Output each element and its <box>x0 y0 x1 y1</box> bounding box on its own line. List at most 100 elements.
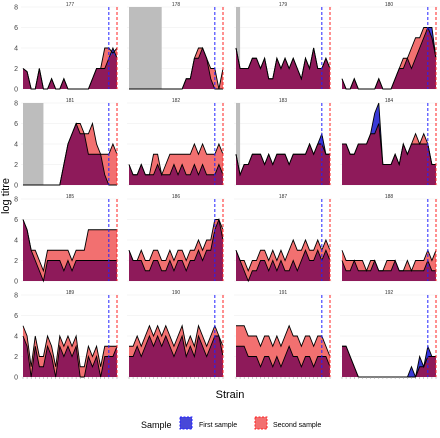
first-sample-line <box>236 345 331 368</box>
y-tick-label: 6 <box>14 217 18 224</box>
y-tick-label: 4 <box>14 334 18 341</box>
legend-label-first: First sample <box>199 422 237 429</box>
first-sample-line <box>23 122 117 186</box>
legend: Sample First sample Second sample <box>141 416 321 430</box>
overlap-area <box>23 336 117 377</box>
panel-grid: 177 0 2 4 6 8 178 179 180 181 0 2 4 6 8 182 183 184 185 0 2 4… <box>14 2 438 382</box>
y-tick-label: 0 <box>14 87 18 94</box>
panel-title: 177 <box>66 2 75 8</box>
y-axis-label: log titre <box>0 178 12 214</box>
second-sample-line <box>22 325 117 368</box>
panel-title: 184 <box>385 98 394 104</box>
panel-192: 192 <box>340 290 438 379</box>
shaded-region <box>129 7 162 89</box>
y-tick-label: 0 <box>14 183 18 190</box>
y-tick-label: 2 <box>14 66 18 73</box>
first-sample-line <box>22 219 117 283</box>
second-sample-line <box>235 238 331 272</box>
panel-title: 180 <box>385 2 394 8</box>
overlap-area <box>342 123 436 185</box>
y-tick-label: 4 <box>14 142 18 149</box>
panel-title: 183 <box>279 98 288 104</box>
first-sample-line <box>22 46 118 90</box>
y-tick-label: 8 <box>14 197 18 204</box>
panel-184: 184 <box>340 98 438 186</box>
y-tick-label: 8 <box>14 5 18 12</box>
first-sample-line <box>129 334 224 359</box>
panel-title: 181 <box>66 98 75 104</box>
y-tick-label: 2 <box>14 354 18 361</box>
panel-title: 187 <box>279 194 288 200</box>
first-sample-line <box>22 335 118 378</box>
second-sample-line <box>236 324 331 357</box>
y-tick-label: 6 <box>14 25 18 32</box>
panel-188: 188 <box>340 194 438 282</box>
panel-186: 186 <box>127 194 225 282</box>
panel-177: 177 0 2 4 6 8 <box>14 2 119 94</box>
first-sample-line <box>341 259 436 272</box>
overlap-area <box>342 27 436 89</box>
panel-title: 188 <box>385 194 394 200</box>
panel-title: 179 <box>279 2 288 8</box>
overlap-area <box>129 164 223 185</box>
panel-title: 190 <box>172 290 181 296</box>
panel-190: 190 <box>127 290 225 379</box>
y-tick-label: 8 <box>14 293 18 300</box>
overlap-area <box>236 144 330 185</box>
panel-189: 189 0 2 4 6 8 <box>14 290 119 382</box>
panel-179: 179 <box>234 2 332 90</box>
overlap-area <box>342 346 436 377</box>
overlap-area <box>129 336 223 377</box>
panel-183: 183 <box>234 98 332 186</box>
y-tick-label: 4 <box>14 46 18 53</box>
y-tick-label: 0 <box>14 279 18 286</box>
shaded-region <box>23 103 44 185</box>
overlap-area <box>236 48 330 89</box>
legend-label-second: Second sample <box>273 422 321 429</box>
panel-178: 178 <box>127 2 225 90</box>
panel-187: 187 <box>234 194 332 283</box>
second-sample-line <box>22 219 117 273</box>
x-axis-label: Strain <box>216 389 245 401</box>
panel-title: 185 <box>66 194 75 200</box>
first-sample-line <box>342 102 436 167</box>
panel-180: 180 <box>340 2 438 90</box>
shaded-region <box>236 103 241 185</box>
first-sample-line <box>235 132 330 177</box>
second-sample-line <box>341 249 437 272</box>
first-sample-line <box>128 217 224 272</box>
panel-182: 182 <box>127 98 225 186</box>
panel-181: 181 0 2 4 6 8 <box>14 98 119 190</box>
panel-191: 191 <box>234 290 332 379</box>
first-sample-line <box>341 27 437 90</box>
overlap-area <box>23 53 117 89</box>
y-tick-label: 4 <box>14 238 18 245</box>
panel-title: 192 <box>385 290 394 296</box>
legend-swatch-first <box>179 416 193 430</box>
panel-185: 185 0 2 4 6 8 <box>14 194 119 286</box>
first-sample-line <box>129 46 223 90</box>
legend-title: Sample <box>141 420 172 430</box>
overlap-area <box>129 48 223 89</box>
y-tick-label: 6 <box>14 121 18 128</box>
second-sample-line <box>128 219 224 262</box>
first-sample-line <box>235 249 331 283</box>
first-sample-line <box>128 163 224 176</box>
overlap-area <box>129 219 223 281</box>
y-tick-label: 2 <box>14 258 18 265</box>
panel-title: 191 <box>279 290 288 296</box>
y-tick-label: 0 <box>14 375 18 382</box>
legend-swatch-second <box>254 416 268 430</box>
y-tick-label: 6 <box>14 313 18 320</box>
y-tick-label: 8 <box>14 101 18 108</box>
first-sample-line <box>342 344 436 379</box>
panel-title: 186 <box>172 194 181 200</box>
overlap-area <box>23 123 117 185</box>
panel-title: 189 <box>66 290 75 296</box>
panel-title: 178 <box>172 2 181 8</box>
first-sample-line <box>235 47 331 81</box>
shaded-region <box>236 7 241 89</box>
y-tick-label: 2 <box>14 162 18 169</box>
